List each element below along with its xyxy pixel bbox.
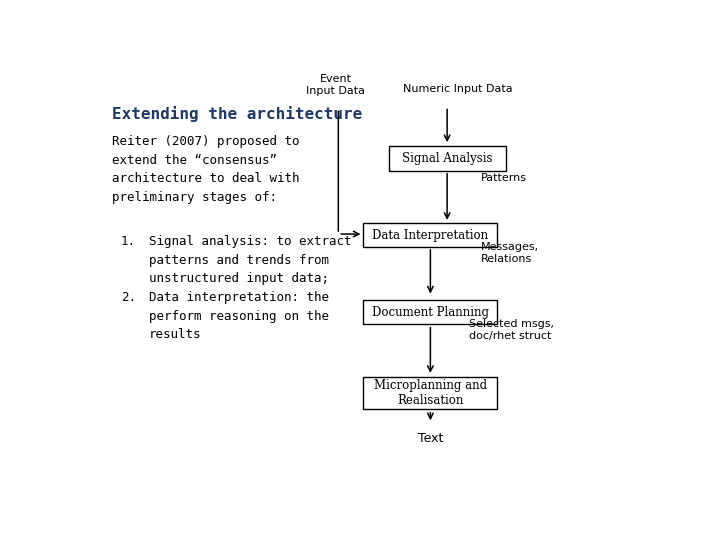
Text: Selected msgs,
doc/rhet struct: Selected msgs, doc/rhet struct	[469, 319, 554, 341]
FancyBboxPatch shape	[364, 300, 498, 324]
Text: Extending the architecture: Extending the architecture	[112, 106, 363, 123]
Text: Data interpretation: the
perform reasoning on the
results: Data interpretation: the perform reasoni…	[148, 292, 328, 341]
FancyBboxPatch shape	[364, 377, 498, 409]
Text: Messages,
Relations: Messages, Relations	[481, 242, 539, 265]
Text: 1.: 1.	[121, 235, 135, 248]
Text: Data Interpretation: Data Interpretation	[372, 229, 488, 242]
Text: Event
Input Data: Event Input Data	[306, 73, 365, 96]
FancyBboxPatch shape	[364, 223, 498, 247]
Text: Signal analysis: to extract
patterns and trends from
unstructured input data;: Signal analysis: to extract patterns and…	[148, 235, 351, 285]
Text: Numeric Input Data: Numeric Input Data	[403, 84, 513, 94]
FancyBboxPatch shape	[389, 146, 505, 171]
Text: Microplanning and
Realisation: Microplanning and Realisation	[374, 379, 487, 407]
Text: 2.: 2.	[121, 292, 135, 305]
Text: Patterns: Patterns	[481, 173, 526, 183]
Text: Text: Text	[418, 431, 443, 444]
Text: Reiter (2007) proposed to
extend the “consensus”
architecture to deal with
preli: Reiter (2007) proposed to extend the “co…	[112, 136, 300, 204]
Text: Document Planning: Document Planning	[372, 306, 489, 319]
Text: Signal Analysis: Signal Analysis	[402, 152, 492, 165]
